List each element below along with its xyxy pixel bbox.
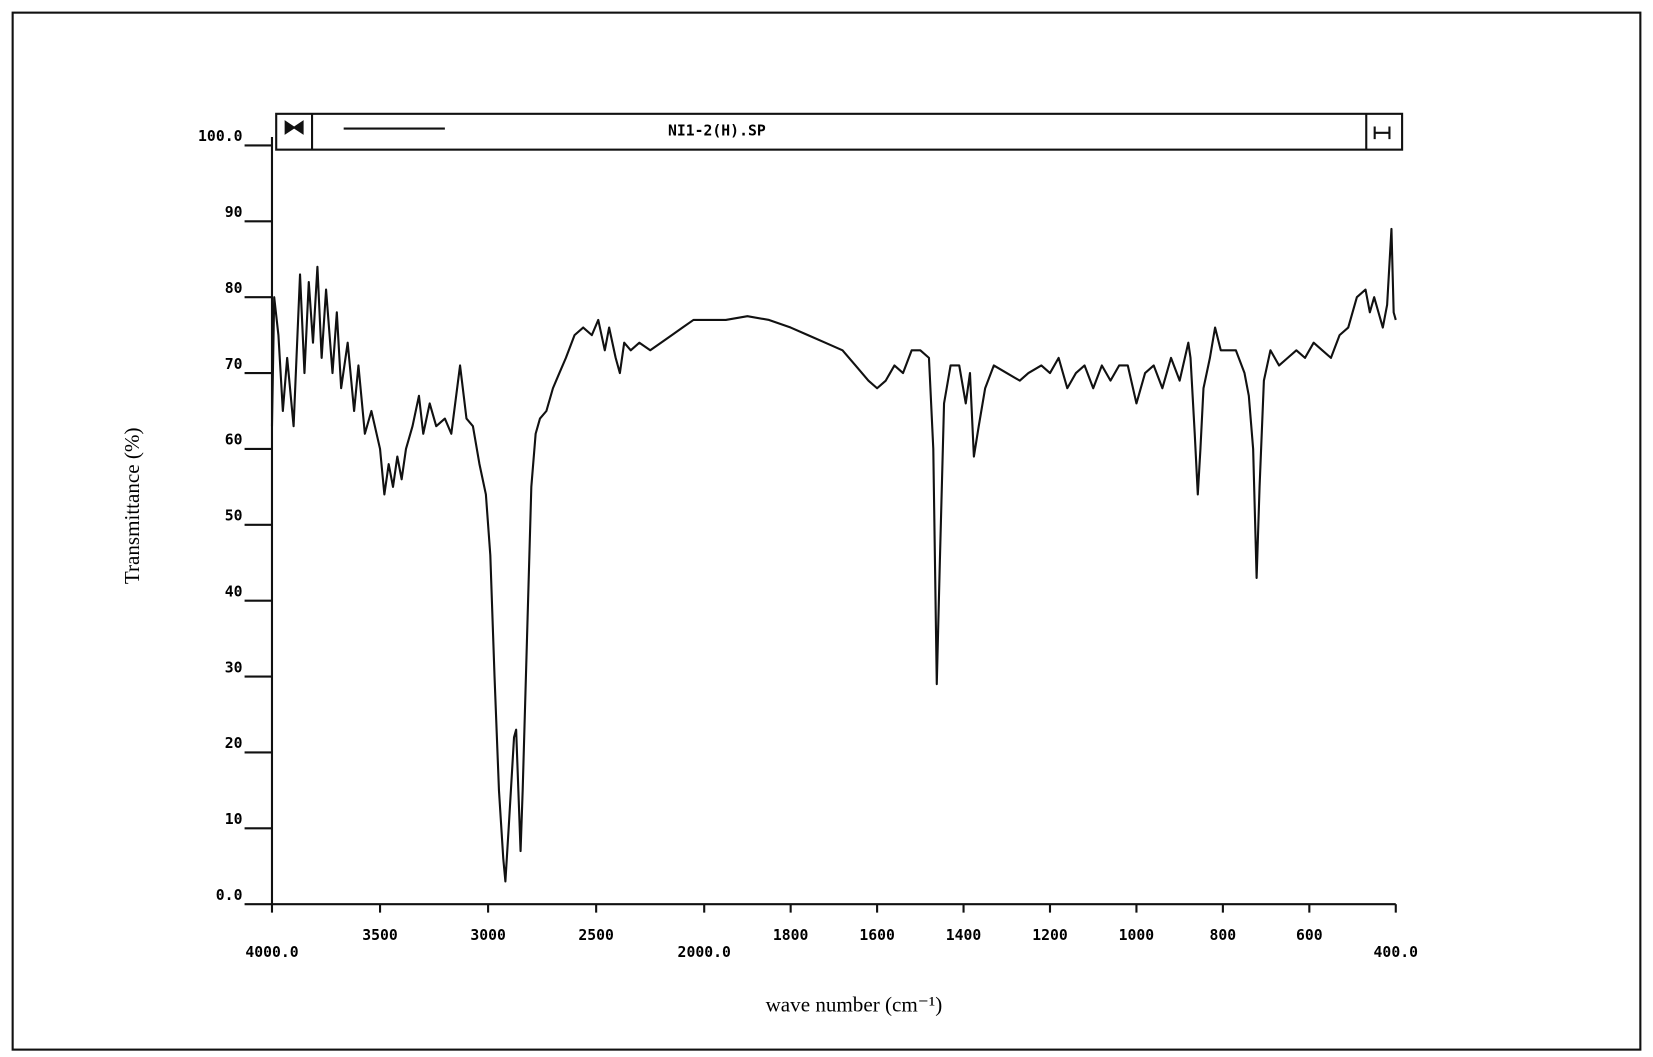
y-tick-label: 100.0 bbox=[198, 128, 242, 145]
y-tick-label: 60 bbox=[225, 432, 243, 449]
y-tick-label: 10 bbox=[225, 811, 243, 828]
x-tick-label: 1800 bbox=[773, 927, 809, 944]
chart-title: NI1-2(H).SP bbox=[668, 123, 766, 140]
x-tick-label: 1400 bbox=[946, 927, 982, 944]
spectrum-line bbox=[270, 227, 1397, 883]
x-tick-label: 3500 bbox=[362, 927, 398, 944]
x-tick-label: 4000.0 bbox=[245, 944, 298, 961]
y-tick-label: 70 bbox=[225, 356, 243, 373]
x-tick-label: 2500 bbox=[578, 927, 614, 944]
header-icon bbox=[284, 120, 304, 135]
x-tick-label: 2000.0 bbox=[678, 944, 731, 961]
y-tick-label: 20 bbox=[225, 735, 243, 752]
y-axis-label: Transmittance (%) bbox=[120, 428, 144, 585]
x-tick-label: 3000 bbox=[470, 927, 506, 944]
outer-frame bbox=[11, 11, 1642, 1051]
y-tick-label: 0.0 bbox=[216, 887, 243, 904]
x-tick-label: 1600 bbox=[859, 927, 895, 944]
y-tick-label: 50 bbox=[225, 508, 243, 525]
y-tick-label: 30 bbox=[225, 659, 243, 676]
header-bar bbox=[275, 112, 1404, 151]
x-tick-label: 800 bbox=[1210, 927, 1237, 944]
x-axis-label: wave number (cm⁻¹) bbox=[766, 993, 943, 1017]
header-icon bbox=[1373, 126, 1391, 140]
x-tick-label: 400.0 bbox=[1374, 944, 1418, 961]
x-tick-label: 1000 bbox=[1119, 927, 1155, 944]
x-tick-label: 1200 bbox=[1032, 927, 1068, 944]
y-tick-label: 80 bbox=[225, 280, 243, 297]
y-tick-label: 40 bbox=[225, 583, 243, 600]
y-tick-label: 90 bbox=[225, 204, 243, 221]
x-tick-label: 600 bbox=[1296, 927, 1323, 944]
